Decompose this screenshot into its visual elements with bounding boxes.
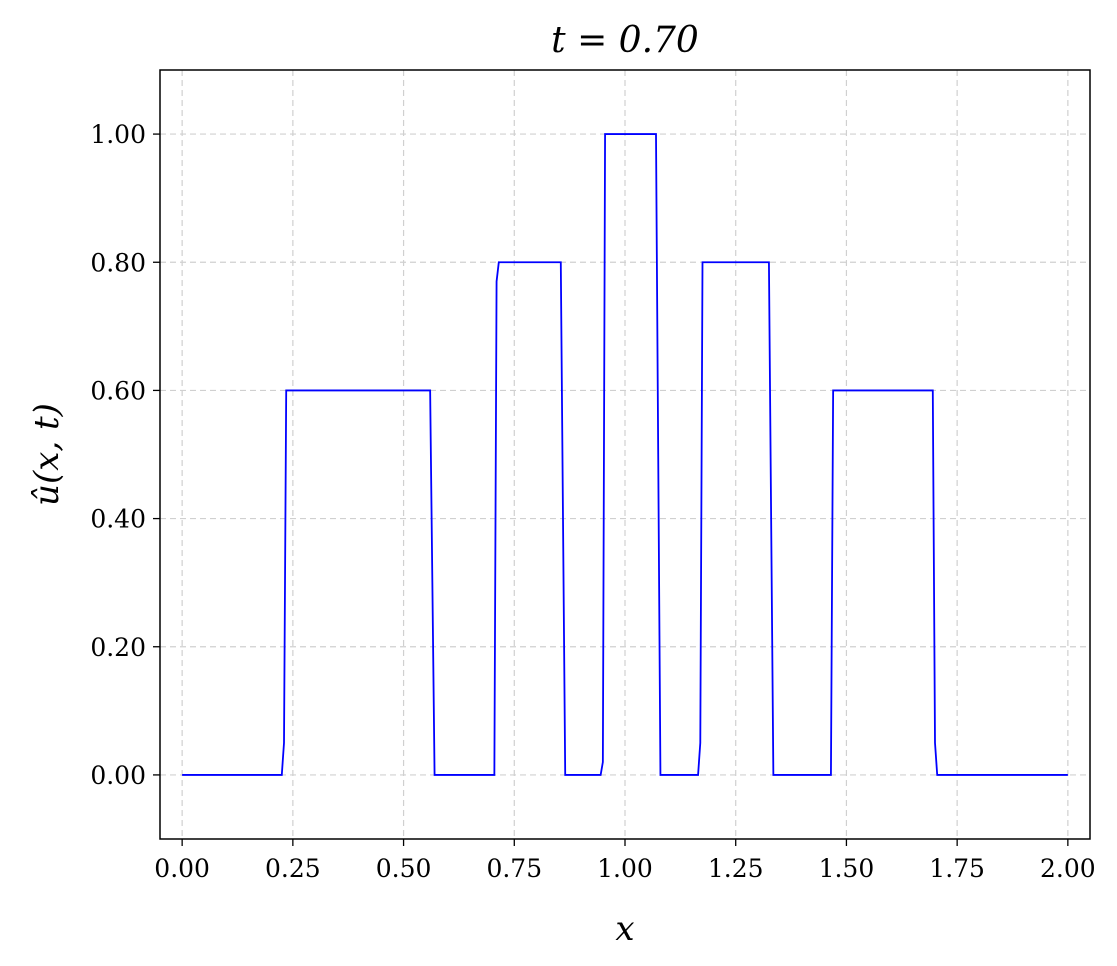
x-axis-label: x	[615, 909, 634, 949]
y-tick-label: 0.00	[90, 761, 146, 790]
x-tick-label: 1.50	[819, 854, 875, 883]
x-tick-label: 1.25	[708, 854, 764, 883]
x-tick-label: 0.25	[265, 854, 321, 883]
y-axis: 0.00 0.20 0.40 0.60 0.80 1.00	[90, 120, 160, 790]
x-tick-label: 1.00	[597, 854, 653, 883]
chart-title: t = 0.70	[551, 20, 699, 61]
x-tick-label: 0.75	[486, 854, 542, 883]
grid	[160, 70, 1090, 839]
y-tick-label: 0.20	[90, 633, 146, 662]
series-layer	[182, 133, 1068, 776]
x-axis: 0.00 0.25 0.50 0.75 1.00 1.25 1.50 1.75 2.00	[154, 839, 1096, 883]
y-tick-label: 0.40	[90, 505, 146, 534]
x-tick-label: 1.75	[929, 854, 985, 883]
x-tick-label: 0.50	[376, 854, 432, 883]
y-tick-label: 0.60	[90, 376, 146, 405]
y-tick-label: 1.00	[90, 120, 146, 149]
x-tick-label: 2.00	[1040, 854, 1096, 883]
x-tick-label: 0.00	[154, 854, 210, 883]
y-tick-label: 0.80	[90, 248, 146, 277]
series-line-0	[182, 133, 1068, 776]
y-axis-label: û(x, t)	[27, 403, 67, 506]
